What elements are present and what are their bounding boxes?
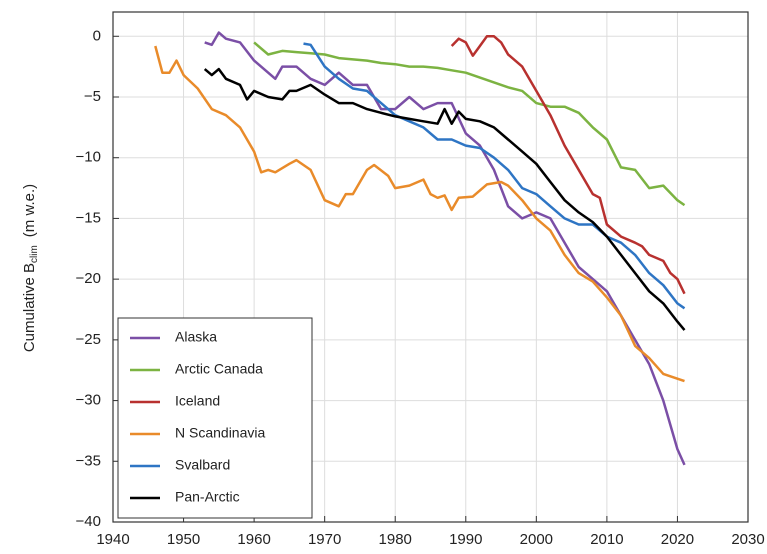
series-line [303, 42, 686, 310]
x-tick-label: 1940 [96, 531, 129, 548]
series-line [253, 41, 686, 207]
series-line [204, 31, 686, 466]
y-label-subscript: clim [29, 245, 40, 263]
y-tick-label: −10 [76, 149, 101, 166]
y-label-units: (m w.e.) [21, 184, 38, 237]
x-tick-label: 2020 [661, 531, 694, 548]
legend-label: Iceland [175, 393, 220, 409]
series-line [203, 67, 686, 331]
y-tick-label: −25 [76, 331, 101, 348]
legend-label: Pan-Arctic [175, 489, 240, 505]
legend-label: Svalbard [175, 457, 230, 473]
x-tick-label: 1980 [379, 531, 412, 548]
y-tick-label: −30 [76, 392, 101, 409]
legend-label: N Scandinavia [175, 425, 265, 441]
y-label-main: Cumulative B [21, 263, 38, 352]
legend-label: Arctic Canada [175, 361, 263, 377]
x-tick-label: 1970 [308, 531, 341, 548]
x-tick-label: 1990 [449, 531, 482, 548]
plot-frame [112, 11, 749, 523]
y-tick-label: −40 [76, 513, 101, 530]
x-tick-label: 2010 [590, 531, 623, 548]
y-tick-label: −35 [76, 452, 101, 469]
x-tick-label: 2030 [731, 531, 764, 548]
x-tick-label: 1950 [167, 531, 200, 548]
series-line [154, 45, 685, 383]
y-axis-label: Cumulative Bclim (m w.e.) [21, 184, 40, 352]
legend-label: Alaska [175, 329, 217, 345]
y-tick-label: −20 [76, 270, 101, 287]
legend: Alaska Arctic Canada Iceland N Scandinavia S… [117, 317, 313, 519]
y-tick-label: −15 [76, 209, 101, 226]
y-tick-label: −5 [84, 88, 101, 105]
legend-box [117, 317, 313, 519]
x-tick-label: 2000 [520, 531, 553, 548]
x-tick-label: 1960 [237, 531, 270, 548]
series-line [450, 35, 686, 295]
y-tick-label: 0 [93, 27, 101, 44]
